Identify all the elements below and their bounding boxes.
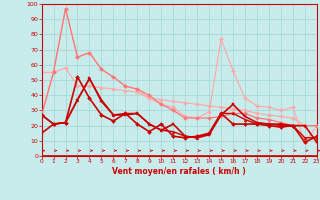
X-axis label: Vent moyen/en rafales ( km/h ): Vent moyen/en rafales ( km/h ) bbox=[112, 167, 246, 176]
